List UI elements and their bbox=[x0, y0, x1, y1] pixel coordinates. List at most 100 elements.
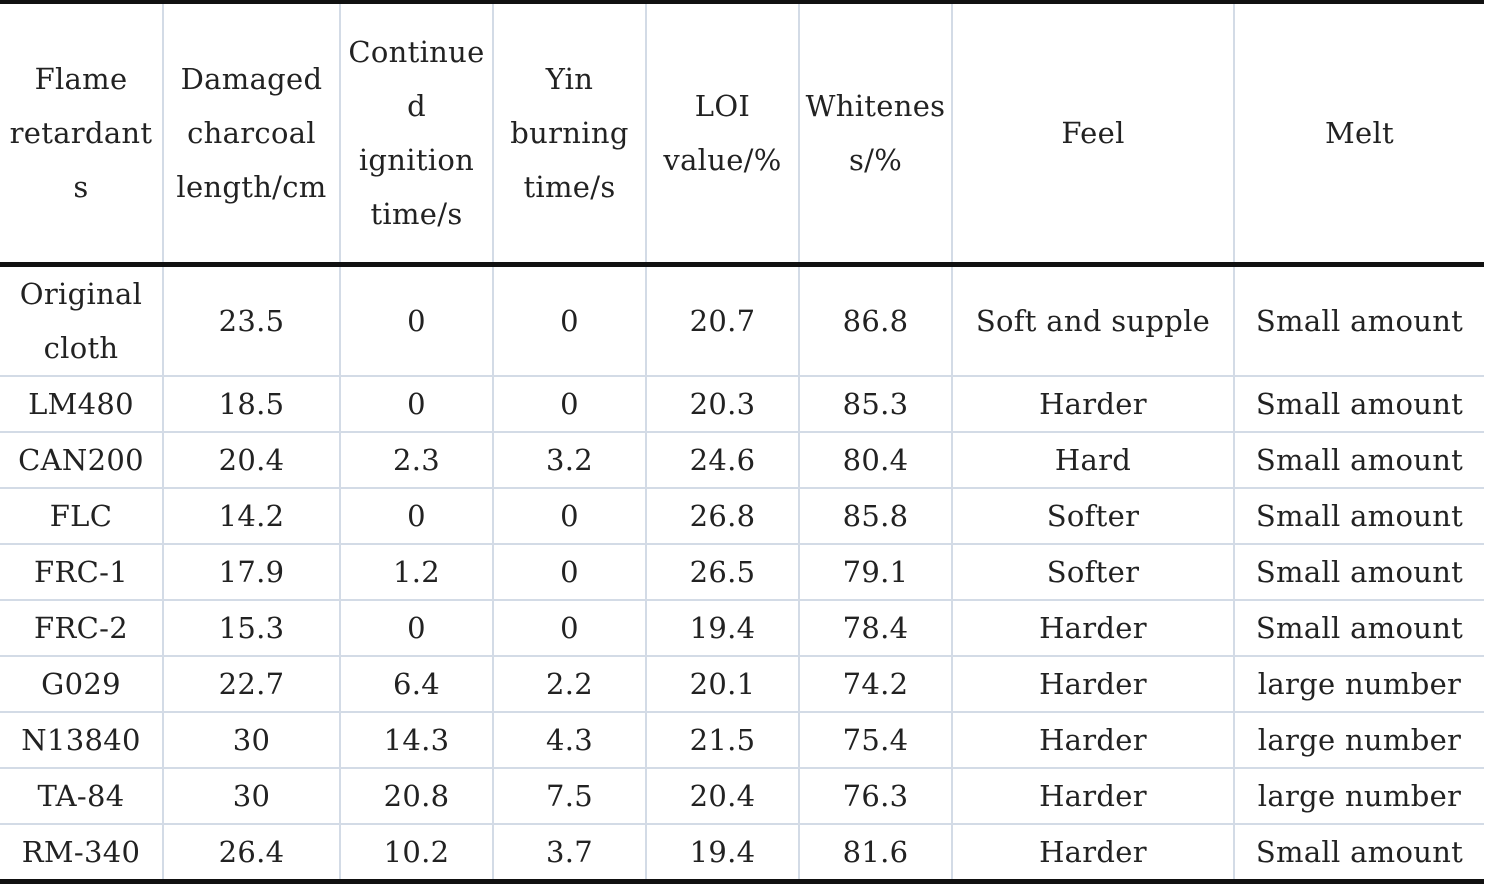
table-body: Original cloth 23.5 0 0 20.7 86.8 Soft and supp… bbox=[0, 264, 1484, 884]
cell-yin-burning-time: 0 bbox=[492, 264, 647, 377]
cell-yin-burning-time: 3.7 bbox=[492, 823, 647, 884]
cell-loi-value: 26.8 bbox=[645, 487, 800, 545]
cell-continued-ignition-time: 2.3 bbox=[339, 431, 494, 489]
cell-yin-burning-time: 3.2 bbox=[492, 431, 647, 489]
cell-continued-ignition-time: 20.8 bbox=[339, 767, 494, 825]
table-row: CAN200 20.4 2.3 3.2 24.6 80.4 Hard Small amount bbox=[0, 431, 1484, 489]
cell-melt: Small amount bbox=[1233, 543, 1484, 601]
header-continued-ignition-time: Continue d ignition time/s bbox=[339, 0, 494, 267]
cell-yin-burning-time: 0 bbox=[492, 375, 647, 433]
header-loi-value: LOI value/% bbox=[645, 0, 800, 267]
cell-loi-value: 20.1 bbox=[645, 655, 800, 713]
cell-damaged-charcoal-length: 15.3 bbox=[162, 599, 341, 657]
cell-whiteness: 74.2 bbox=[798, 655, 953, 713]
cell-damaged-charcoal-length: 14.2 bbox=[162, 487, 341, 545]
cell-flame-retardant: RM-340 bbox=[0, 823, 164, 884]
cell-continued-ignition-time: 0 bbox=[339, 375, 494, 433]
cell-melt: large number bbox=[1233, 767, 1484, 825]
cell-continued-ignition-time: 0 bbox=[339, 264, 494, 377]
header-row: Flame retardant s Damaged charcoal length/cm… bbox=[0, 0, 1484, 267]
cell-continued-ignition-time: 0 bbox=[339, 599, 494, 657]
cell-loi-value: 24.6 bbox=[645, 431, 800, 489]
header-feel: Feel bbox=[951, 0, 1235, 267]
cell-yin-burning-time: 7.5 bbox=[492, 767, 647, 825]
cell-damaged-charcoal-length: 26.4 bbox=[162, 823, 341, 884]
cell-flame-retardant: Original cloth bbox=[0, 264, 164, 377]
cell-whiteness: 76.3 bbox=[798, 767, 953, 825]
cell-feel: Harder bbox=[951, 599, 1235, 657]
cell-yin-burning-time: 2.2 bbox=[492, 655, 647, 713]
cell-damaged-charcoal-length: 18.5 bbox=[162, 375, 341, 433]
table-row: FRC-2 15.3 0 0 19.4 78.4 Harder Small amount bbox=[0, 599, 1484, 657]
header-yin-burning-time: Yin burning time/s bbox=[492, 0, 647, 267]
cell-whiteness: 79.1 bbox=[798, 543, 953, 601]
cell-feel: Harder bbox=[951, 375, 1235, 433]
cell-melt: Small amount bbox=[1233, 823, 1484, 884]
cell-melt: Small amount bbox=[1233, 264, 1484, 377]
table-row: LM480 18.5 0 0 20.3 85.3 Harder Small amount bbox=[0, 375, 1484, 433]
cell-loi-value: 20.3 bbox=[645, 375, 800, 433]
table-row: N13840 30 14.3 4.3 21.5 75.4 Harder large numbe… bbox=[0, 711, 1484, 769]
table-header: Flame retardant s Damaged charcoal length/cm… bbox=[0, 0, 1484, 267]
cell-damaged-charcoal-length: 30 bbox=[162, 767, 341, 825]
cell-whiteness: 85.3 bbox=[798, 375, 953, 433]
cell-feel: Harder bbox=[951, 823, 1235, 884]
cell-whiteness: 80.4 bbox=[798, 431, 953, 489]
cell-continued-ignition-time: 1.2 bbox=[339, 543, 494, 601]
cell-flame-retardant: CAN200 bbox=[0, 431, 164, 489]
table-row: TA-84 30 20.8 7.5 20.4 76.3 Harder large number bbox=[0, 767, 1484, 825]
cell-whiteness: 85.8 bbox=[798, 487, 953, 545]
cell-melt: Small amount bbox=[1233, 487, 1484, 545]
cell-flame-retardant: G029 bbox=[0, 655, 164, 713]
cell-whiteness: 81.6 bbox=[798, 823, 953, 884]
cell-melt: large number bbox=[1233, 655, 1484, 713]
header-damaged-charcoal-length: Damaged charcoal length/cm bbox=[162, 0, 341, 267]
table-row: G029 22.7 6.4 2.2 20.1 74.2 Harder large number bbox=[0, 655, 1484, 713]
cell-melt: large number bbox=[1233, 711, 1484, 769]
cell-continued-ignition-time: 10.2 bbox=[339, 823, 494, 884]
cell-feel: Harder bbox=[951, 711, 1235, 769]
cell-yin-burning-time: 0 bbox=[492, 543, 647, 601]
cell-loi-value: 20.4 bbox=[645, 767, 800, 825]
header-melt: Melt bbox=[1233, 0, 1484, 267]
cell-loi-value: 26.5 bbox=[645, 543, 800, 601]
cell-yin-burning-time: 0 bbox=[492, 599, 647, 657]
cell-damaged-charcoal-length: 22.7 bbox=[162, 655, 341, 713]
cell-feel: Soft and supple bbox=[951, 264, 1235, 377]
cell-damaged-charcoal-length: 30 bbox=[162, 711, 341, 769]
cell-flame-retardant: FRC-2 bbox=[0, 599, 164, 657]
cell-damaged-charcoal-length: 20.4 bbox=[162, 431, 341, 489]
cell-yin-burning-time: 4.3 bbox=[492, 711, 647, 769]
cell-whiteness: 75.4 bbox=[798, 711, 953, 769]
cell-continued-ignition-time: 14.3 bbox=[339, 711, 494, 769]
cell-damaged-charcoal-length: 17.9 bbox=[162, 543, 341, 601]
cell-continued-ignition-time: 6.4 bbox=[339, 655, 494, 713]
table-row: RM-340 26.4 10.2 3.7 19.4 81.6 Harder Small amo… bbox=[0, 823, 1484, 884]
cell-feel: Softer bbox=[951, 543, 1235, 601]
table-row: FLC 14.2 0 0 26.8 85.8 Softer Small amount bbox=[0, 487, 1484, 545]
table-row: Original cloth 23.5 0 0 20.7 86.8 Soft and supp… bbox=[0, 264, 1484, 377]
cell-flame-retardant: TA-84 bbox=[0, 767, 164, 825]
cell-flame-retardant: FLC bbox=[0, 487, 164, 545]
cell-whiteness: 86.8 bbox=[798, 264, 953, 377]
cell-flame-retardant: LM480 bbox=[0, 375, 164, 433]
cell-melt: Small amount bbox=[1233, 375, 1484, 433]
header-flame-retardants: Flame retardant s bbox=[0, 0, 164, 267]
cell-continued-ignition-time: 0 bbox=[339, 487, 494, 545]
cell-yin-burning-time: 0 bbox=[492, 487, 647, 545]
cell-loi-value: 19.4 bbox=[645, 823, 800, 884]
cell-flame-retardant: N13840 bbox=[0, 711, 164, 769]
cell-loi-value: 20.7 bbox=[645, 264, 800, 377]
cell-whiteness: 78.4 bbox=[798, 599, 953, 657]
cell-feel: Softer bbox=[951, 487, 1235, 545]
cell-flame-retardant: FRC-1 bbox=[0, 543, 164, 601]
header-whiteness: Whitenes s/% bbox=[798, 0, 953, 267]
cell-melt: Small amount bbox=[1233, 599, 1484, 657]
table-row: FRC-1 17.9 1.2 0 26.5 79.1 Softer Small amount bbox=[0, 543, 1484, 601]
cell-feel: Harder bbox=[951, 767, 1235, 825]
cell-melt: Small amount bbox=[1233, 431, 1484, 489]
cell-damaged-charcoal-length: 23.5 bbox=[162, 264, 341, 377]
cell-feel: Hard bbox=[951, 431, 1235, 489]
